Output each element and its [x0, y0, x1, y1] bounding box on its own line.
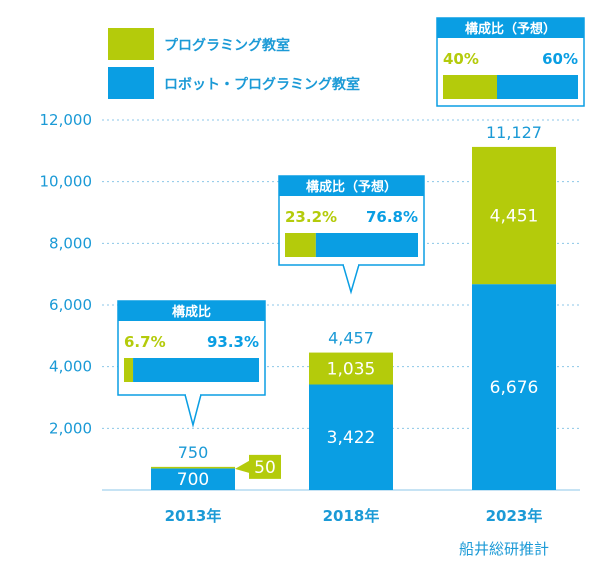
- legend-swatch-robot: [108, 67, 154, 99]
- y-tick-label: 12,000: [40, 111, 93, 129]
- callout-pointer: [235, 460, 249, 473]
- composition-box-title: 構成比（予想）: [306, 179, 397, 195]
- callout-tag: [249, 454, 281, 479]
- legend: プログラミング教室 ロボット・プログラミング教室: [108, 28, 360, 99]
- bar-programming-value-label: 50: [254, 458, 276, 478]
- composition-box: 構成比 6.7% 93.3%: [117, 300, 266, 428]
- bar-robot-value-label: 3,422: [327, 428, 376, 448]
- bar-total-label: 4,457: [328, 329, 374, 348]
- composition-pct-programming: 23.2%: [285, 208, 337, 226]
- composition-boxes: 構成比 6.7% 93.3% 構成比（予想） 23.2% 76.8% 構成比（予想） 40% 6…: [117, 17, 585, 428]
- composition-box: 構成比（予想） 23.2% 76.8%: [278, 175, 425, 295]
- y-tick-label: 8,000: [49, 234, 92, 252]
- composition-bar-programming: [443, 75, 497, 99]
- composition-box-pointer: [342, 264, 360, 295]
- legend-swatch-programming: [108, 28, 154, 60]
- bar-programming: [472, 146, 556, 285]
- composition-pct-robot: 76.8%: [366, 208, 418, 226]
- x-tick-label: 2013年: [165, 507, 222, 525]
- bar-robot: [309, 384, 393, 490]
- composition-box-title: 構成比（予想）: [465, 21, 556, 37]
- bar-total-label: 750: [178, 443, 209, 462]
- x-tick-label: 2023年: [486, 507, 543, 525]
- composition-bar-robot: [315, 233, 418, 257]
- y-tick-label: 4,000: [49, 358, 92, 376]
- bar-robot-value-label: 6,676: [490, 378, 539, 398]
- legend-label-robot: ロボット・プログラミング教室: [164, 76, 360, 93]
- y-tick-label: 6,000: [49, 296, 92, 314]
- y-tick-label: 2,000: [49, 419, 92, 437]
- bar-total-label: 11,127: [486, 123, 542, 142]
- composition-box-header: [118, 301, 265, 321]
- composition-box-pointer: [184, 394, 202, 428]
- y-tick-label: 10,000: [40, 173, 93, 191]
- composition-pct-programming: 40%: [443, 50, 479, 68]
- bar-programming-value-label: 1,035: [327, 360, 376, 380]
- bar-programming: [309, 352, 393, 385]
- composition-box-pointer-mask: [186, 393, 200, 396]
- bar-robot: [151, 468, 235, 490]
- legend-label-programming: プログラミング教室: [164, 37, 290, 54]
- bar-robot: [472, 284, 556, 490]
- composition-pct-robot: 60%: [542, 50, 578, 68]
- composition-pct-robot: 93.3%: [207, 333, 259, 351]
- composition-box-pointer-mask: [344, 263, 358, 266]
- composition-pct-programming: 6.7%: [124, 333, 166, 351]
- bar-programming-value-label: 4,451: [490, 207, 539, 227]
- composition-box-title: 構成比: [172, 304, 211, 320]
- composition-bar-programming: [285, 233, 316, 257]
- bar-robot-value-label: 700: [177, 470, 209, 490]
- bars: [151, 146, 556, 490]
- composition-bar-robot: [133, 358, 259, 382]
- composition-box: 構成比（予想） 40% 60%: [436, 17, 585, 107]
- composition-box-header: [437, 18, 584, 38]
- composition-bar-programming: [124, 358, 134, 382]
- composition-bar-robot: [497, 75, 578, 99]
- bar-programming: [151, 466, 235, 469]
- x-tick-label: 2018年: [323, 507, 380, 525]
- labels: 2,000 4,000 6,000 8,000 10,000 12,000 700 50 750…: [40, 111, 543, 525]
- composition-box-header: [279, 176, 424, 196]
- source-note: 船井総研推計: [459, 540, 549, 558]
